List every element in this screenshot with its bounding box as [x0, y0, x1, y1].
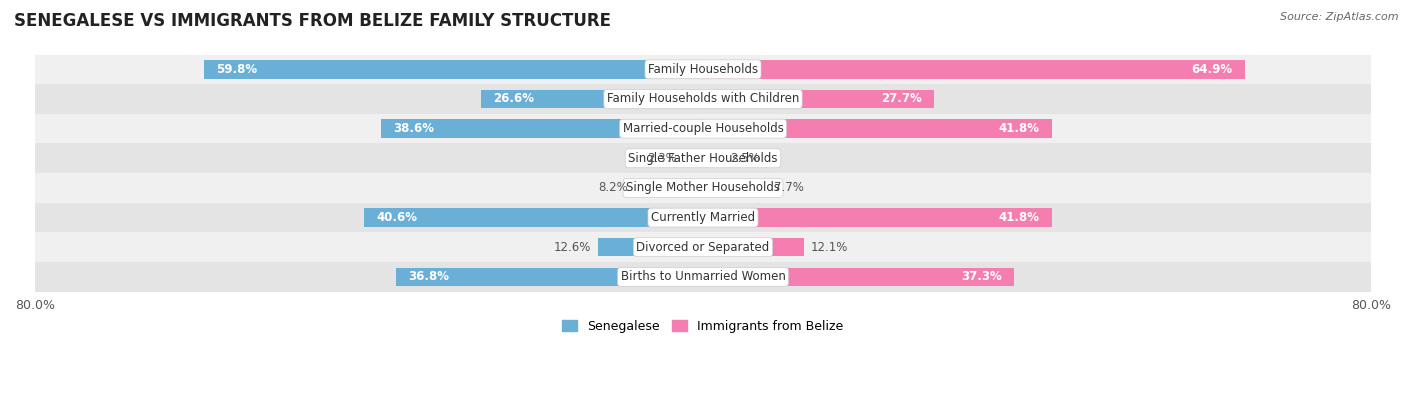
Text: 12.6%: 12.6%: [554, 241, 591, 254]
Text: Family Households with Children: Family Households with Children: [607, 92, 799, 105]
Bar: [703, 60, 1244, 79]
Text: Single Mother Households: Single Mother Households: [626, 181, 780, 194]
Bar: [683, 149, 703, 167]
Bar: [703, 90, 935, 108]
Bar: [703, 149, 724, 167]
Bar: [703, 268, 1015, 286]
Text: 2.3%: 2.3%: [647, 152, 678, 165]
Text: 12.1%: 12.1%: [811, 241, 848, 254]
Bar: [703, 238, 804, 256]
Bar: [598, 238, 703, 256]
Bar: [703, 209, 1052, 227]
Text: Divorced or Separated: Divorced or Separated: [637, 241, 769, 254]
Text: Married-couple Households: Married-couple Households: [623, 122, 783, 135]
Text: 7.7%: 7.7%: [773, 181, 804, 194]
Bar: [35, 262, 1371, 292]
Legend: Senegalese, Immigrants from Belize: Senegalese, Immigrants from Belize: [557, 315, 849, 338]
Text: Source: ZipAtlas.com: Source: ZipAtlas.com: [1281, 12, 1399, 22]
Bar: [395, 268, 703, 286]
Text: 8.2%: 8.2%: [598, 181, 628, 194]
Text: Family Households: Family Households: [648, 63, 758, 76]
Text: SENEGALESE VS IMMIGRANTS FROM BELIZE FAMILY STRUCTURE: SENEGALESE VS IMMIGRANTS FROM BELIZE FAM…: [14, 12, 612, 30]
Bar: [35, 114, 1371, 143]
Bar: [35, 55, 1371, 84]
Text: 40.6%: 40.6%: [377, 211, 418, 224]
Bar: [35, 232, 1371, 262]
Bar: [35, 173, 1371, 203]
Text: Currently Married: Currently Married: [651, 211, 755, 224]
Bar: [364, 209, 703, 227]
Bar: [204, 60, 703, 79]
Text: 36.8%: 36.8%: [408, 270, 450, 283]
Bar: [703, 179, 768, 197]
Text: Single Father Households: Single Father Households: [628, 152, 778, 165]
Text: 41.8%: 41.8%: [998, 211, 1039, 224]
Text: 41.8%: 41.8%: [998, 122, 1039, 135]
Text: 26.6%: 26.6%: [494, 92, 534, 105]
Bar: [35, 143, 1371, 173]
Text: 59.8%: 59.8%: [217, 63, 257, 76]
Text: Births to Unmarried Women: Births to Unmarried Women: [620, 270, 786, 283]
Text: 37.3%: 37.3%: [962, 270, 1002, 283]
Bar: [481, 90, 703, 108]
Bar: [634, 179, 703, 197]
Text: 64.9%: 64.9%: [1191, 63, 1233, 76]
Text: 2.5%: 2.5%: [731, 152, 761, 165]
Bar: [35, 84, 1371, 114]
Text: 27.7%: 27.7%: [882, 92, 922, 105]
Bar: [381, 119, 703, 138]
Text: 38.6%: 38.6%: [394, 122, 434, 135]
Bar: [35, 203, 1371, 232]
Bar: [703, 119, 1052, 138]
